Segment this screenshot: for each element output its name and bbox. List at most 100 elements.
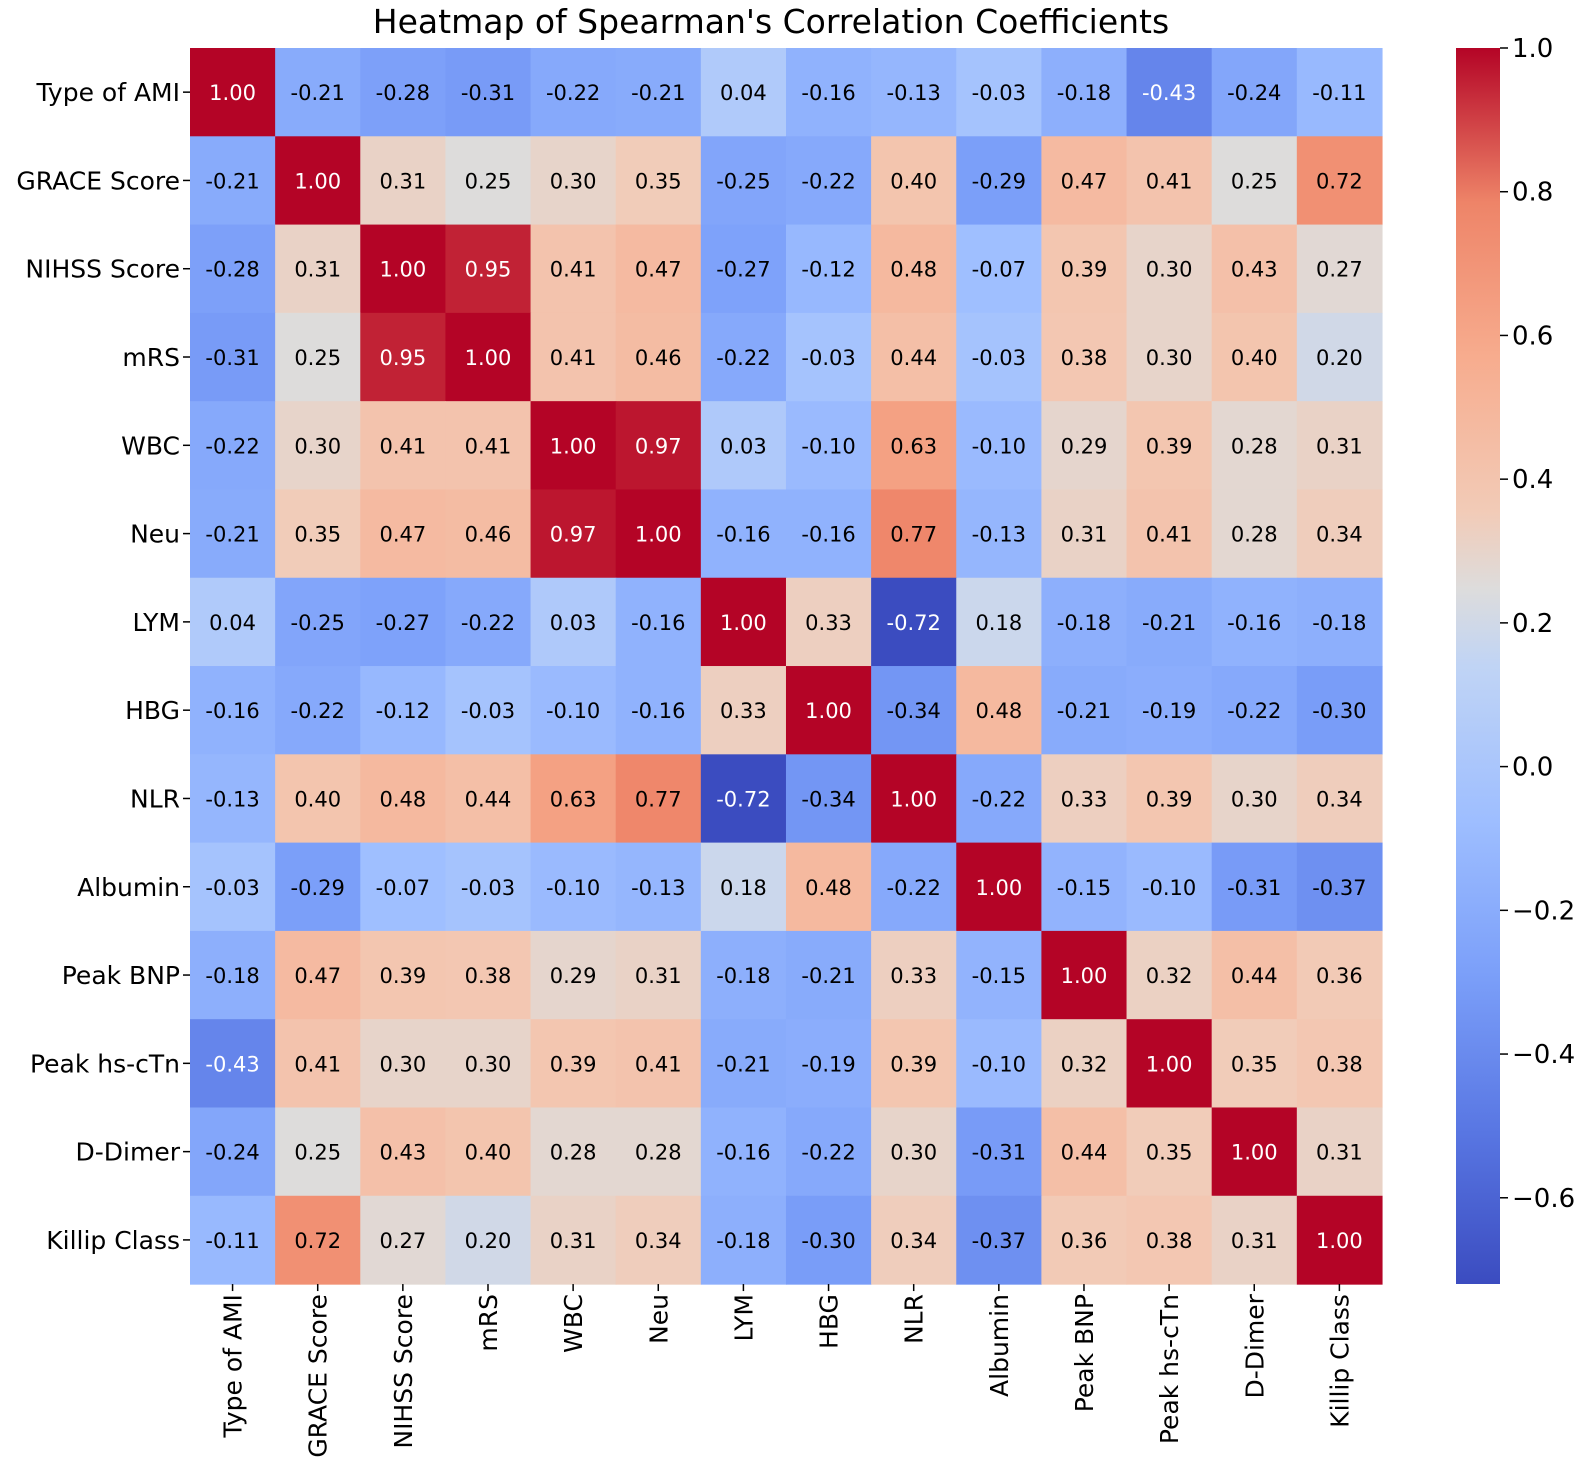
heatmap-cell <box>700 1019 787 1109</box>
x-tick-label: NLR <box>900 1294 929 1344</box>
cell-value-label: 0.31 <box>1316 434 1363 458</box>
heatmap-cell <box>530 754 617 844</box>
heatmap-cell <box>1041 48 1128 137</box>
cell-value-label: 0.41 <box>1146 169 1193 193</box>
heatmap-cell <box>700 666 787 755</box>
cell-value-label: 0.39 <box>379 964 426 988</box>
heatmap-cell <box>700 1195 787 1285</box>
heatmap-cell <box>1126 312 1213 402</box>
heatmap-cell <box>530 930 617 1020</box>
y-tick-label: mRS <box>122 343 180 372</box>
heatmap-cell <box>1126 754 1213 844</box>
heatmap-cell <box>871 136 957 226</box>
cell-value-label: 0.35 <box>1231 1052 1278 1076</box>
heatmap-cell <box>615 930 702 1020</box>
heatmap-cell <box>275 930 361 1020</box>
cell-value-label: -0.07 <box>376 876 430 900</box>
cell-value-label: 0.28 <box>1231 434 1278 458</box>
cell-value-label: 0.39 <box>550 1052 597 1076</box>
cell-value-label: 0.39 <box>1146 434 1193 458</box>
cell-value-label: 0.30 <box>294 434 341 458</box>
heatmap-cell <box>1041 1107 1128 1197</box>
cell-value-label: -0.31 <box>972 1141 1026 1165</box>
heatmap-cell <box>1041 754 1128 844</box>
cell-value-label: -0.24 <box>205 1141 259 1165</box>
cell-value-label: -0.22 <box>972 787 1026 811</box>
heatmap-cell <box>445 489 532 579</box>
heatmap-cell <box>615 1019 702 1109</box>
cell-value-label: -0.25 <box>716 169 770 193</box>
colorbar-tick-label: −0.2 <box>1512 896 1575 926</box>
heatmap-cell <box>445 1107 532 1197</box>
cell-value-label: -0.22 <box>801 169 855 193</box>
cell-value-label: 1.00 <box>1061 964 1108 988</box>
heatmap-cell <box>615 401 702 491</box>
colorbar-tick-label: 1.0 <box>1512 34 1553 64</box>
heatmap-cell <box>785 842 872 932</box>
cell-value-label: -0.13 <box>631 876 685 900</box>
cell-value-label: 0.44 <box>890 346 937 370</box>
heatmap-cell <box>871 1019 957 1109</box>
cell-value-label: -0.22 <box>887 876 941 900</box>
cell-value-label: -0.22 <box>716 346 770 370</box>
x-tick-label: HBG <box>815 1294 844 1349</box>
cell-value-label: 0.34 <box>635 1229 682 1253</box>
cell-value-label: 0.34 <box>1316 787 1363 811</box>
cell-value-label: 0.41 <box>465 434 512 458</box>
heatmap-cell <box>190 754 276 844</box>
heatmap-cell <box>275 1195 361 1285</box>
y-tick-label: Type of AMI <box>36 78 180 107</box>
cell-value-label: 0.25 <box>294 346 341 370</box>
cell-value-label: 0.30 <box>1146 258 1193 282</box>
heatmap-cell <box>700 312 787 402</box>
cell-value-label: 0.30 <box>379 1052 426 1076</box>
heatmap-cell <box>1126 1107 1213 1197</box>
heatmap-cell <box>785 1107 872 1197</box>
cell-value-label: 1.00 <box>1316 1229 1363 1253</box>
heatmap-cell <box>871 930 957 1020</box>
heatmap-cell <box>785 930 872 1020</box>
cell-value-label: -0.21 <box>631 81 685 105</box>
cell-value-label: 0.41 <box>550 258 597 282</box>
cell-value-label: -0.27 <box>716 258 770 282</box>
heatmap-cell <box>956 401 1042 491</box>
y-tick-label: Peak BNP <box>62 961 180 990</box>
cell-value-label: -0.03 <box>205 876 259 900</box>
y-tick-label: NLR <box>130 784 180 813</box>
colorbar-tick-label: 0.8 <box>1512 178 1553 208</box>
x-tick-label: D-Dimer <box>1240 1293 1269 1398</box>
cell-value-label: -0.28 <box>376 81 430 105</box>
cell-value-label: -0.30 <box>1312 699 1366 723</box>
heatmap-cell <box>360 666 447 755</box>
cell-value-label: 0.39 <box>1061 258 1108 282</box>
cell-value-label: -0.10 <box>1142 876 1196 900</box>
heatmap-cell <box>1126 577 1213 667</box>
heatmap-cell <box>530 1019 617 1109</box>
cell-value-label: 0.72 <box>294 1229 341 1253</box>
cell-value-label: 0.31 <box>1231 1229 1278 1253</box>
heatmap-cell <box>190 224 276 314</box>
heatmap-cell <box>1041 312 1128 402</box>
heatmap-cell <box>956 930 1042 1020</box>
heatmap-cell <box>785 48 872 137</box>
heatmap-cell <box>700 401 787 491</box>
cell-value-label: -0.18 <box>716 964 770 988</box>
heatmap-cell <box>1211 930 1298 1020</box>
heatmap-cell <box>615 224 702 314</box>
heatmap-cell <box>1041 224 1128 314</box>
heatmap-cell <box>785 312 872 402</box>
heatmap-cell <box>360 312 447 402</box>
colorbar-tick-label: 0.0 <box>1512 753 1553 783</box>
heatmap-cell <box>1296 1019 1383 1109</box>
heatmap-cell <box>445 577 532 667</box>
cell-value-label: 0.44 <box>465 787 512 811</box>
y-tick-label: WBC <box>121 431 180 460</box>
cell-value-label: 0.32 <box>1146 964 1193 988</box>
cell-value-label: 0.38 <box>1316 1052 1363 1076</box>
heatmap-cell <box>360 1195 447 1285</box>
cell-value-label: 0.48 <box>890 258 937 282</box>
heatmap-cell <box>1296 136 1383 226</box>
heatmap-cell <box>956 1107 1042 1197</box>
cell-value-label: -0.18 <box>205 964 259 988</box>
cell-value-label: -0.03 <box>972 346 1026 370</box>
